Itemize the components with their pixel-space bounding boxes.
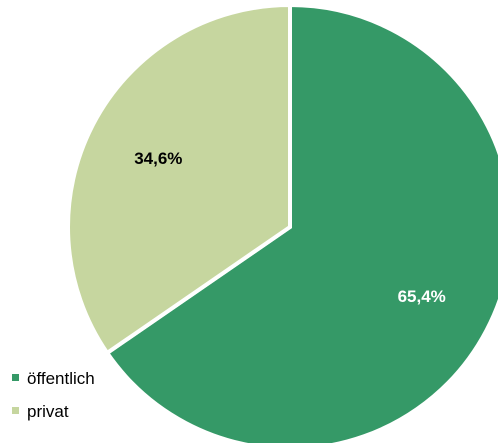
legend-label-privat: privat	[27, 402, 69, 421]
pie-data-labels: 65,4% 34,6%	[134, 149, 446, 306]
data-label-oeffentlich: 65,4%	[398, 287, 446, 306]
data-label-privat: 34,6%	[134, 149, 182, 168]
pie-slice-privat	[66, 2, 292, 356]
pie-slices	[66, 2, 498, 443]
legend-swatch-privat	[12, 407, 19, 414]
legend-swatch-oeffentlich	[12, 374, 19, 381]
pie-slice-oeffentlich	[104, 2, 498, 443]
legend-label-oeffentlich: öffentlich	[27, 369, 95, 388]
legend: öffentlich privat	[12, 369, 95, 421]
